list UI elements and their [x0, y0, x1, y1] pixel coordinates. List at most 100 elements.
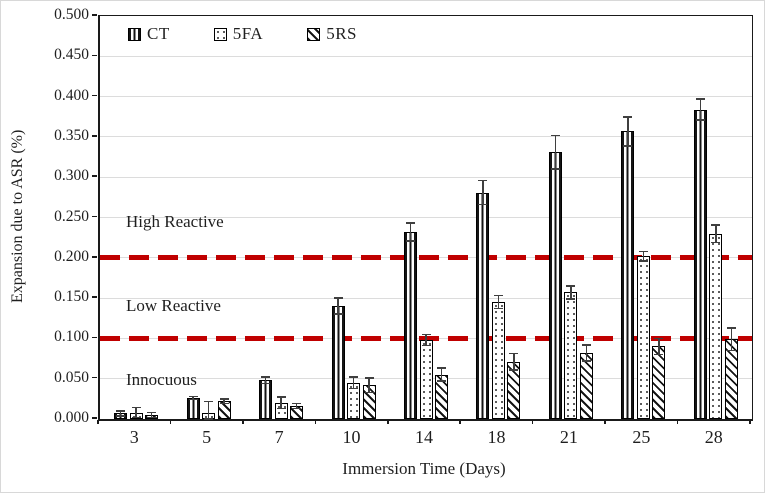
x-axis-tick-label: 10: [342, 427, 361, 447]
error-bar-cap: [493, 294, 503, 297]
bar-5FA-day18: [491, 302, 505, 419]
bar-CT-day14: [404, 232, 417, 419]
error-bar-stem: [425, 334, 427, 346]
y-axis-tick-label: 0.200: [54, 247, 89, 265]
error-bar-stem: [440, 368, 443, 382]
error-bar-cap: [711, 224, 721, 226]
error-bar-cap: [349, 387, 359, 390]
y-axis-tick: [92, 94, 97, 97]
y-axis-tick-label: 0.250: [54, 207, 89, 225]
error-bar-stem: [409, 223, 412, 241]
error-bar-cap: [219, 398, 229, 400]
error-bar-stem: [627, 116, 629, 146]
error-bar-cap: [188, 395, 198, 398]
bar-5FA-day25: [636, 256, 650, 419]
error-bar-stem: [715, 224, 717, 243]
gridline: [100, 176, 752, 178]
error-bar-cap: [726, 327, 736, 329]
gridline: [100, 55, 752, 57]
error-bar-cap: [276, 407, 286, 410]
bar-5FA-day14: [419, 340, 433, 419]
error-bar-stem: [554, 135, 557, 170]
x-axis-tick-label: 3: [129, 427, 139, 447]
error-bar-stem: [658, 338, 660, 355]
y-axis-tick: [92, 376, 97, 379]
error-bar-stem: [352, 377, 355, 389]
gridline: [100, 136, 752, 138]
y-axis-tick: [92, 54, 97, 57]
y-axis-tick: [92, 256, 97, 258]
bar-5FA-day21: [564, 292, 578, 419]
error-bar-stem: [295, 403, 298, 409]
bar-CT-day10: [331, 306, 345, 419]
gridline: [100, 297, 752, 299]
legend-swatch-5rs: [307, 27, 321, 41]
y-axis-tick-label: 0.450: [54, 46, 89, 64]
x-axis-title: Immersion Time (Days): [342, 459, 506, 478]
y-axis-tick: [92, 417, 97, 419]
bar-CT-day28: [693, 109, 707, 419]
bar-5RS-day25: [652, 346, 666, 419]
error-bar-cap: [493, 307, 503, 310]
error-bar-cap: [406, 240, 415, 242]
error-bar-cap: [276, 396, 286, 398]
bar-CT-day18: [476, 192, 490, 419]
error-bar-stem: [642, 251, 645, 262]
x-axis-tick: [169, 420, 172, 424]
annotation-high-reactive: High Reactive: [126, 212, 224, 232]
legend-swatch-5fa: [213, 27, 227, 41]
legend-item-5fa: 5FA: [213, 24, 264, 44]
bar-CT-day7: [259, 380, 273, 419]
legend: CT 5FA 5RS: [128, 24, 357, 44]
error-bar-cap: [131, 416, 141, 419]
error-bar-stem: [280, 397, 282, 409]
error-bar-stem: [150, 412, 153, 418]
y-axis-tick-label: 0.300: [54, 167, 89, 185]
error-bar-stem: [699, 99, 702, 120]
annotation-low-reactive: Low Reactive: [126, 295, 221, 315]
error-bar-stem: [337, 298, 339, 315]
x-axis-tick-label: 18: [487, 427, 506, 447]
bar-5FA-day7: [274, 402, 288, 419]
error-bar-cap: [623, 116, 633, 118]
y-axis-tick: [92, 215, 97, 218]
error-bar-cap: [623, 145, 633, 147]
legend-item-ct: CT: [128, 24, 170, 44]
error-bar-cap: [654, 353, 664, 356]
y-axis-tick: [92, 175, 97, 177]
bar-5FA-day28: [709, 233, 723, 419]
error-bar-cap: [292, 402, 302, 405]
error-bar-cap: [421, 333, 431, 336]
y-axis-tick: [92, 14, 97, 16]
error-bar-cap: [726, 349, 736, 352]
error-bar-cap: [421, 344, 431, 347]
error-bar-cap: [116, 415, 126, 417]
error-bar-cap: [349, 376, 359, 378]
error-bar-cap: [292, 407, 302, 410]
legend-swatch-ct: [128, 27, 141, 41]
y-axis-tick-label: 0.100: [54, 328, 89, 346]
error-bar-cap: [364, 391, 374, 394]
error-bar-cap: [509, 352, 519, 355]
x-axis-tick-label: 5: [202, 427, 212, 447]
error-bar-cap: [478, 203, 488, 206]
error-bar-cap: [219, 402, 229, 405]
x-axis-tick-label: 25: [632, 427, 651, 447]
x-axis-tick-label: 7: [274, 427, 284, 447]
y-axis-tick-label: 0.500: [54, 6, 89, 23]
y-axis-tick: [92, 336, 97, 339]
error-bar-stem: [207, 401, 210, 419]
y-axis-tick-label: 0.000: [54, 409, 89, 426]
legend-item-5rs: 5RS: [307, 24, 357, 44]
error-bar-cap: [638, 250, 648, 253]
error-bar-stem: [497, 295, 500, 309]
error-bar-stem: [730, 327, 733, 351]
y-axis-tick: [92, 296, 97, 298]
error-bar-cap: [204, 418, 214, 420]
x-axis-tick: [387, 420, 389, 424]
gridline: [100, 217, 752, 218]
y-axis-tick: [92, 135, 97, 137]
error-bar-cap: [147, 416, 157, 419]
legend-label-5fa: 5FA: [232, 24, 264, 43]
